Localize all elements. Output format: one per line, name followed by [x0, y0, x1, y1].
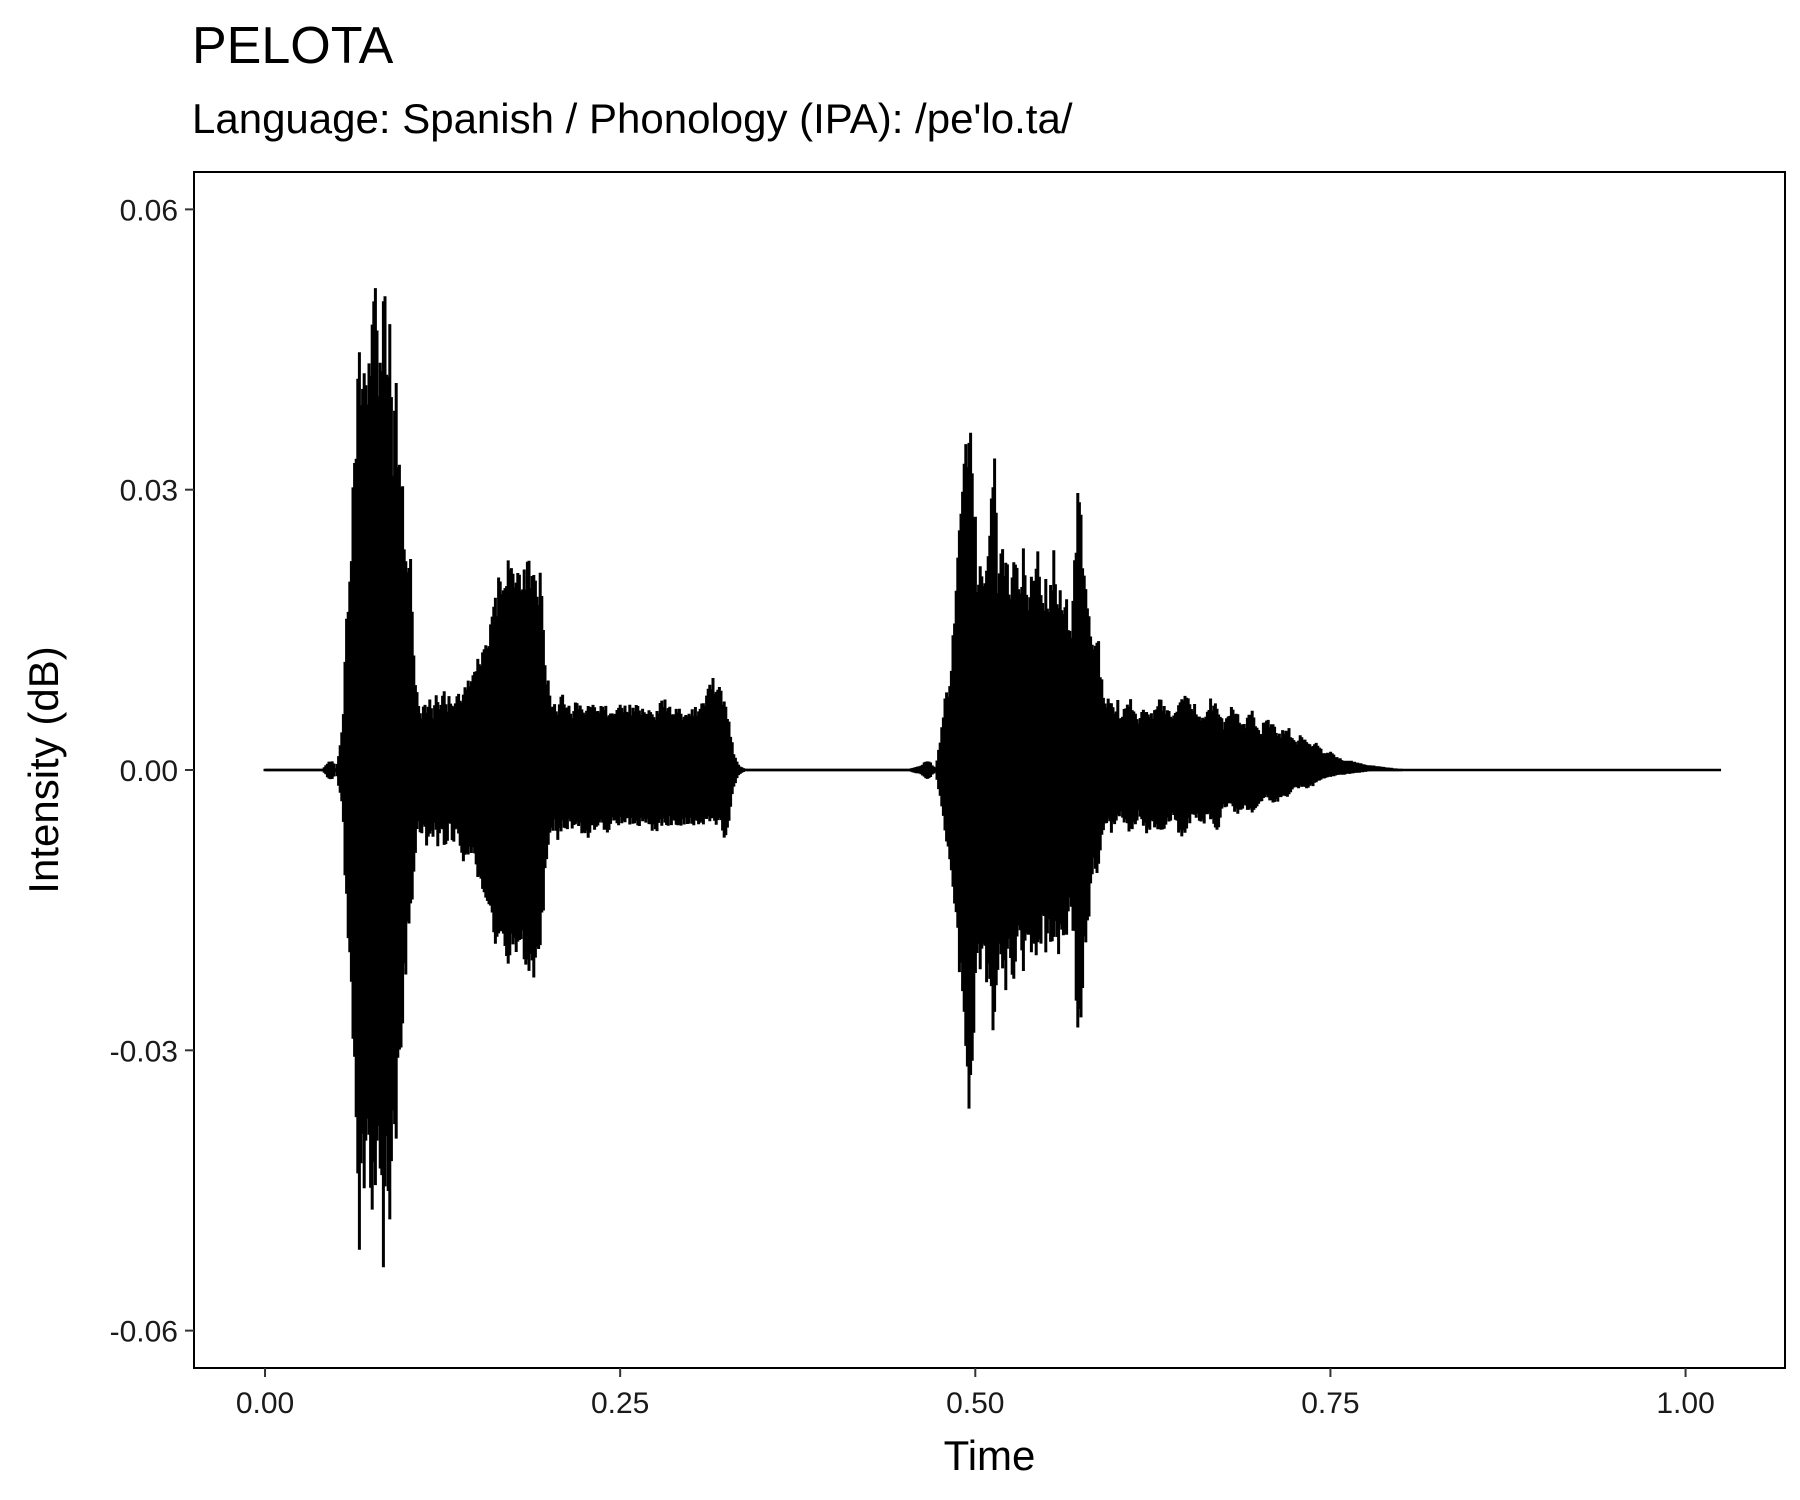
waveform-envelope	[265, 288, 1403, 1267]
y-tick-label: -0.06	[110, 1316, 178, 1349]
chart-subtitle: Language: Spanish / Phonology (IPA): /pe…	[192, 95, 1073, 142]
y-tick-label: 0.03	[120, 475, 178, 508]
x-axis-title: Time	[944, 1432, 1036, 1479]
x-tick-label: 0.50	[946, 1387, 1004, 1420]
x-axis: 0.00 0.25 0.50 0.75 1.00	[236, 1368, 1715, 1420]
x-tick-label: 0.25	[591, 1387, 649, 1420]
chart-title: PELOTA	[192, 17, 394, 75]
y-axis: 0.06 0.03 0.00 -0.03 -0.06	[110, 194, 194, 1349]
x-tick-label: 0.00	[236, 1387, 294, 1420]
x-tick-label: 0.75	[1301, 1387, 1359, 1420]
y-tick-label: 0.06	[120, 194, 178, 227]
y-tick-label: 0.00	[120, 755, 178, 788]
y-tick-label: -0.03	[110, 1035, 178, 1068]
x-tick-label: 1.00	[1656, 1387, 1714, 1420]
waveform-series	[265, 288, 1722, 1267]
y-axis-title: Intensity (dB)	[20, 646, 67, 893]
